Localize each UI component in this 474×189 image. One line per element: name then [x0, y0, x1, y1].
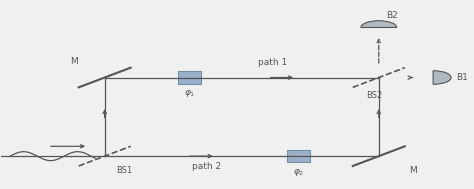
- Wedge shape: [433, 71, 451, 84]
- Bar: [178, 71, 201, 84]
- Text: path 1: path 1: [258, 58, 287, 67]
- Text: B1: B1: [456, 73, 468, 82]
- Text: path 2: path 2: [191, 162, 221, 171]
- Text: M: M: [410, 166, 417, 175]
- Text: $\varphi_1$: $\varphi_1$: [184, 88, 195, 99]
- Wedge shape: [361, 21, 397, 27]
- Text: $\varphi_2$: $\varphi_2$: [293, 167, 304, 178]
- Bar: [287, 150, 310, 162]
- Text: M: M: [70, 57, 78, 66]
- Text: BS1: BS1: [117, 166, 133, 175]
- Text: B2: B2: [386, 11, 398, 20]
- Text: BS2: BS2: [366, 91, 382, 100]
